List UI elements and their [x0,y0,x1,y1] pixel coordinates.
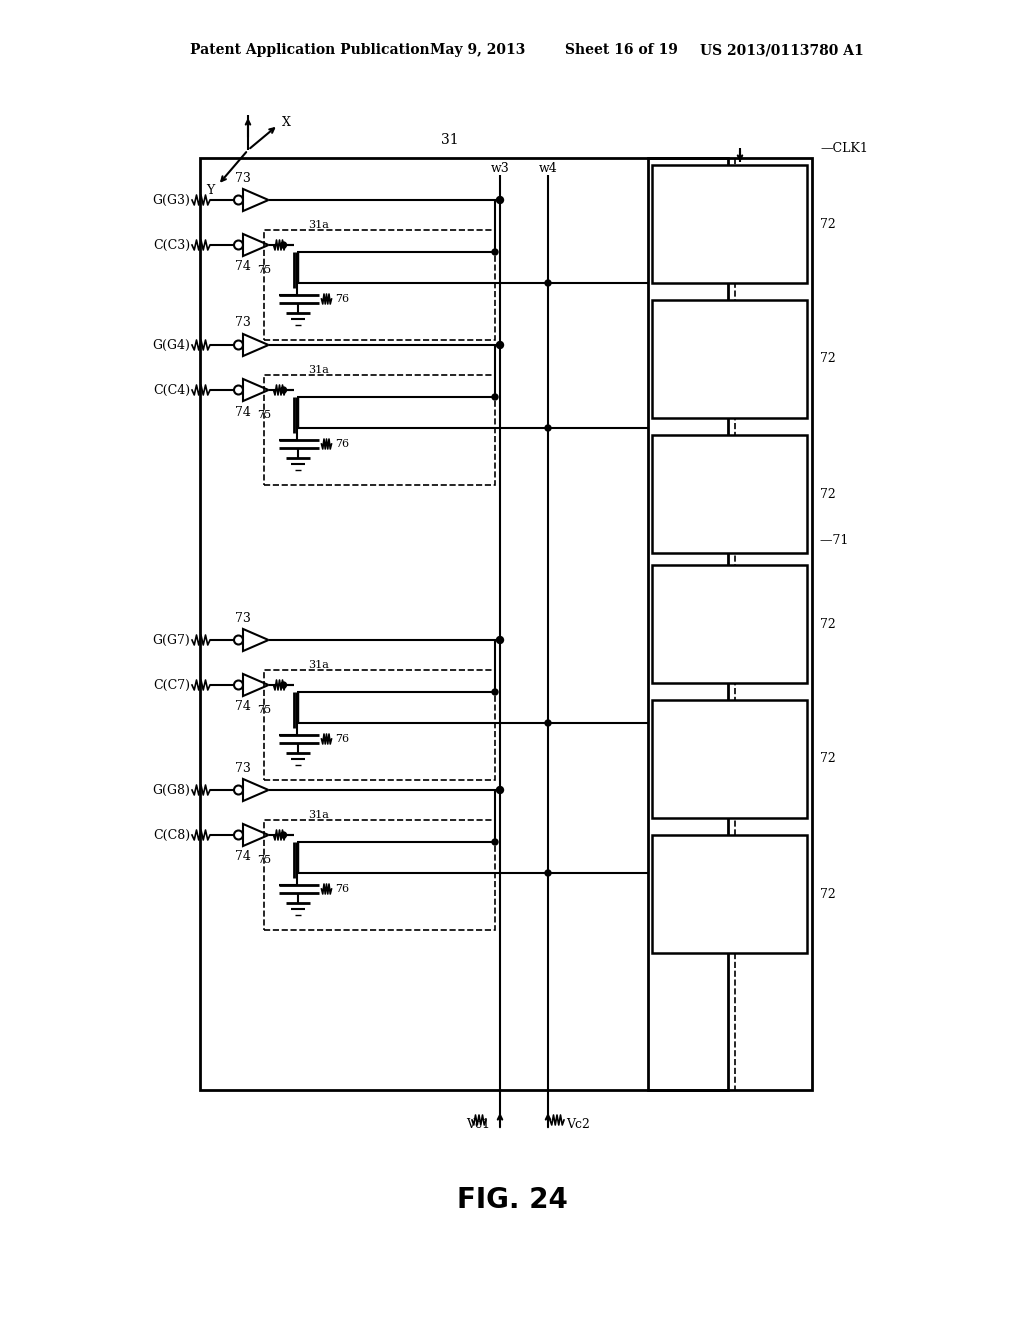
Text: 72: 72 [820,487,836,500]
Text: 76: 76 [336,884,349,894]
Text: 31a: 31a [308,220,330,230]
Text: 74: 74 [236,701,251,714]
Circle shape [497,636,504,644]
Circle shape [492,840,498,845]
Text: 75: 75 [257,265,271,275]
Text: 72: 72 [820,752,836,766]
Circle shape [497,787,504,793]
Text: G(G3): G(G3) [153,194,190,206]
Text: C(C3): C(C3) [153,239,190,252]
Text: 73: 73 [236,762,251,775]
Text: May 9, 2013: May 9, 2013 [430,44,525,57]
Bar [652,436,807,553]
Text: 76: 76 [336,734,349,744]
Bar [652,565,807,682]
Bar [652,700,807,818]
Text: Sheet 16 of 19: Sheet 16 of 19 [565,44,678,57]
Text: Vc2: Vc2 [566,1118,590,1131]
Text: 72: 72 [820,218,836,231]
Bar [263,671,495,780]
Bar [648,158,812,1090]
Text: G(G4): G(G4) [153,338,190,351]
Text: 31a: 31a [308,810,330,820]
Text: 75: 75 [257,855,271,865]
Bar [652,300,807,418]
Text: C(C8): C(C8) [153,829,190,842]
Text: w3: w3 [490,161,509,174]
Text: X: X [282,116,291,128]
Circle shape [497,342,504,348]
Text: 72: 72 [820,887,836,900]
Text: 73: 73 [236,611,251,624]
Bar [200,158,728,1090]
Circle shape [281,242,287,248]
Text: —​71: —​71 [820,533,848,546]
Text: 76: 76 [336,294,349,304]
Bar [263,230,495,341]
Text: 73: 73 [236,172,251,185]
Bar [263,375,495,484]
Text: 74: 74 [236,260,251,273]
Text: 75: 75 [257,411,271,420]
Text: C(C7): C(C7) [153,678,190,692]
Text: 74: 74 [236,405,251,418]
Text: Y: Y [206,183,214,197]
Text: US 2013/0113780 A1: US 2013/0113780 A1 [700,44,864,57]
Text: 74: 74 [236,850,251,863]
Text: C(C4): C(C4) [153,384,190,396]
Circle shape [492,393,498,400]
Circle shape [492,249,498,255]
Bar [652,165,807,282]
Text: 72: 72 [820,352,836,366]
Circle shape [281,387,287,393]
Bar [652,836,807,953]
Circle shape [545,719,551,726]
Text: FIG. 24: FIG. 24 [457,1185,567,1214]
Text: 72: 72 [820,618,836,631]
Bar [263,820,495,931]
Circle shape [492,689,498,696]
Circle shape [545,280,551,286]
Text: 31a: 31a [308,366,330,375]
Text: 31a: 31a [308,660,330,671]
Text: 31: 31 [441,133,459,147]
Circle shape [545,425,551,432]
Circle shape [281,682,287,688]
Text: 73: 73 [236,317,251,330]
Text: 75: 75 [257,705,271,715]
Text: w4: w4 [539,161,557,174]
Text: Vc1: Vc1 [466,1118,490,1131]
Circle shape [281,832,287,838]
Text: G(G8): G(G8) [153,784,190,796]
Circle shape [497,197,504,203]
Text: 76: 76 [336,440,349,449]
Text: Patent Application Publication: Patent Application Publication [190,44,430,57]
Text: —CLK1: —CLK1 [820,141,868,154]
Text: G(G7): G(G7) [153,634,190,647]
Circle shape [545,870,551,876]
